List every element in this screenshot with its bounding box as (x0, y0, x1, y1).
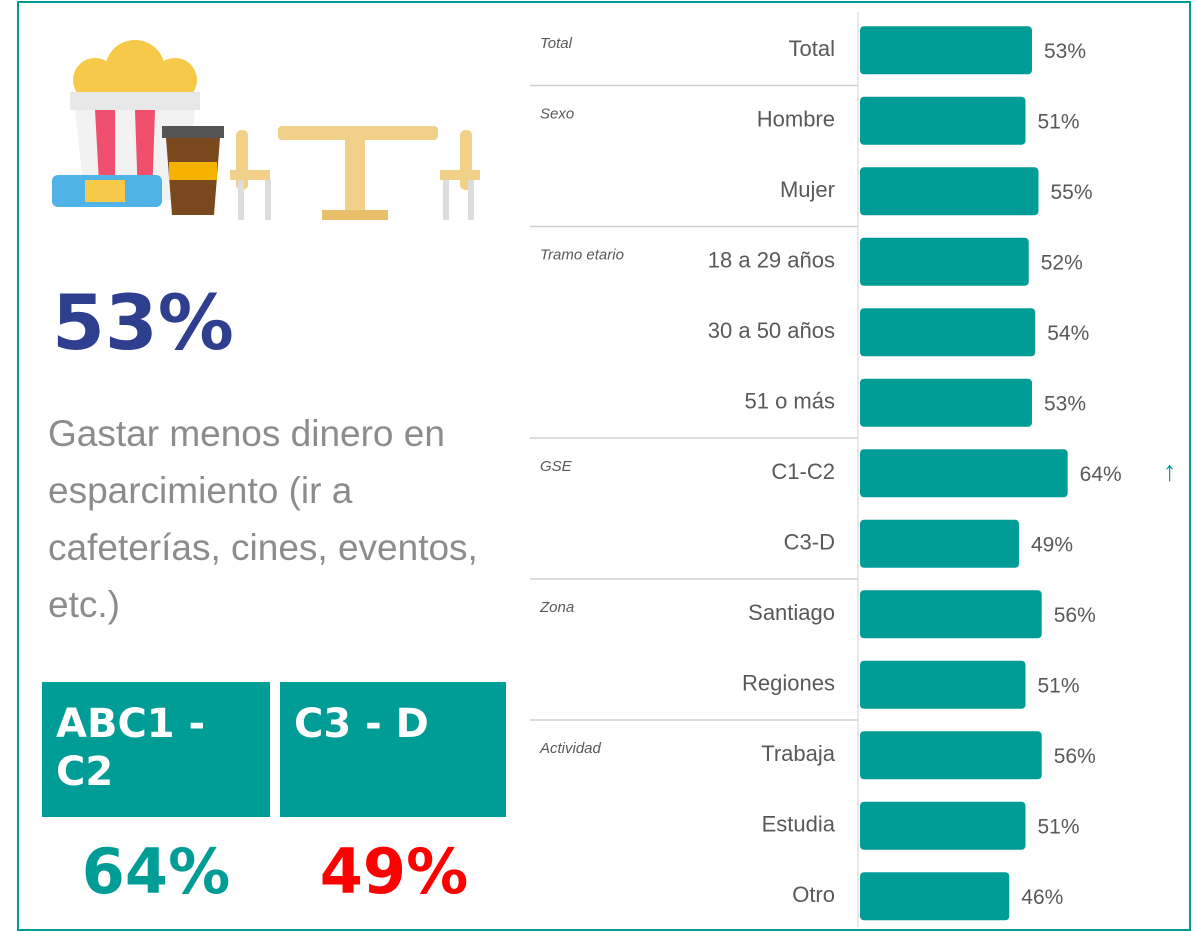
value-label: 56% (1054, 604, 1096, 627)
value-label: 64% (1080, 463, 1122, 486)
bar (860, 167, 1038, 215)
category-label: 51 o más (745, 389, 836, 414)
chart: Total Total 53% Sexo Hombre 51% Mujer 55% Tramo … (0, 0, 1196, 927)
category-label: Otro (792, 882, 835, 907)
category-label: Santiago (748, 600, 835, 625)
category-label: C1-C2 (771, 459, 835, 484)
bar (860, 97, 1025, 145)
group-label: Tramo etario (540, 246, 624, 263)
category-label: C3-D (784, 530, 835, 555)
value-label: 53% (1044, 40, 1086, 63)
bar (860, 379, 1032, 427)
trend-marker: ↑ (1163, 456, 1177, 487)
group-label: Total (540, 35, 573, 52)
category-label: Estudia (762, 812, 836, 837)
category-label: Regiones (742, 671, 835, 696)
group-label: Sexo (540, 105, 574, 122)
value-label: 55% (1050, 181, 1092, 204)
bar (860, 26, 1032, 74)
group-label: GSE (540, 458, 573, 475)
page: 53% Gastar menos dinero en esparcimiento… (0, 0, 1196, 927)
value-label: 56% (1054, 745, 1096, 768)
bar (860, 661, 1025, 709)
value-label: 53% (1044, 392, 1086, 415)
category-label: 18 a 29 años (708, 248, 835, 273)
bar (860, 802, 1025, 850)
bar (860, 731, 1042, 779)
group-label: Actividad (539, 740, 602, 757)
group-label: Zona (539, 599, 574, 616)
value-label: 54% (1047, 322, 1089, 345)
value-label: 49% (1031, 533, 1073, 556)
value-label: 51% (1037, 110, 1079, 133)
value-label: 51% (1037, 674, 1079, 697)
category-label: Mujer (780, 177, 835, 202)
category-label: 30 a 50 años (708, 318, 835, 343)
value-label: 52% (1041, 251, 1083, 274)
bar (860, 449, 1068, 497)
bar (860, 590, 1042, 638)
category-label: Hombre (757, 107, 835, 132)
value-label: 46% (1021, 886, 1063, 909)
bar (860, 308, 1035, 356)
bar (860, 872, 1009, 920)
value-label: 51% (1037, 815, 1079, 838)
bar (860, 238, 1029, 286)
category-label: Total (789, 36, 835, 61)
bar (860, 520, 1019, 568)
category-label: Trabaja (761, 741, 836, 766)
